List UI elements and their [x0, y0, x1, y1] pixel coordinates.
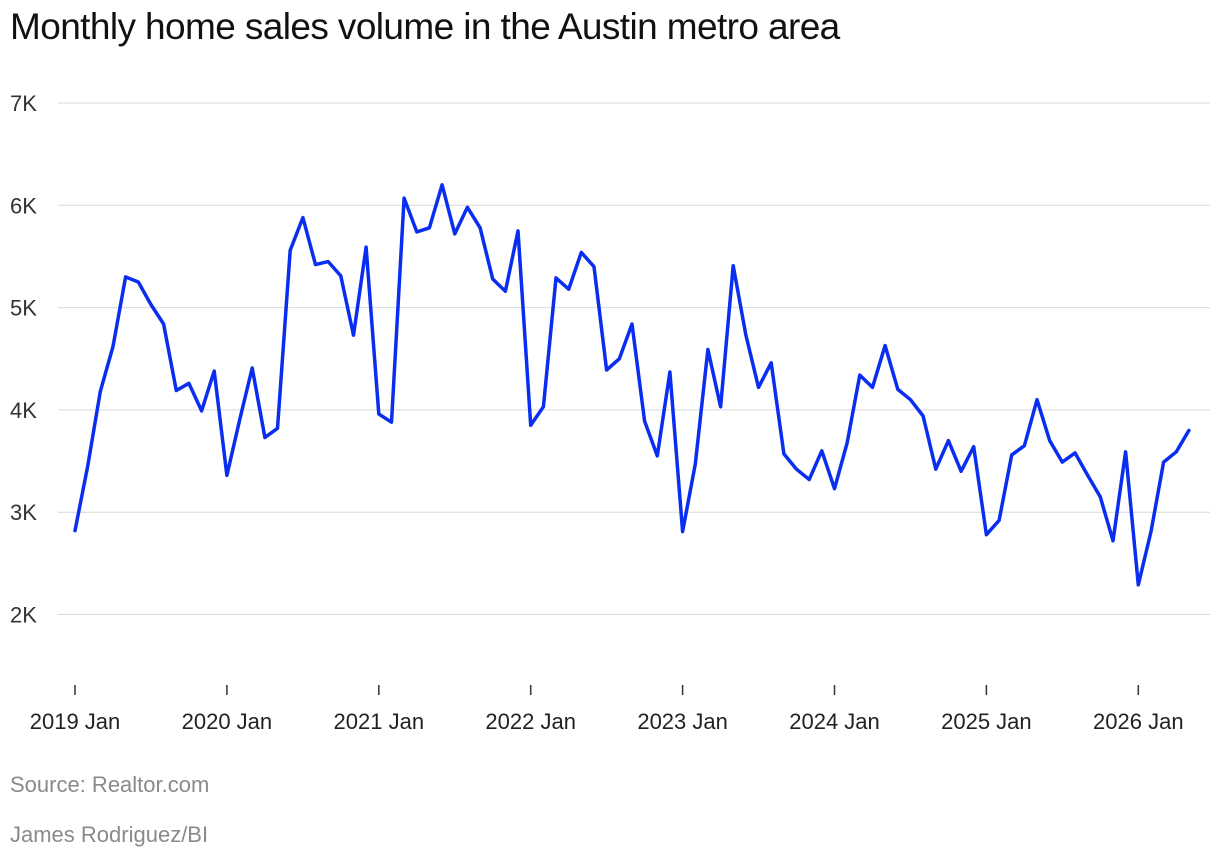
x-tick-label: 2019 Jan	[30, 709, 121, 734]
credit-note: James Rodriguez/BI	[10, 822, 209, 847]
x-tick-label: 2023 Jan	[637, 709, 728, 734]
x-tick-label: 2022 Jan	[485, 709, 576, 734]
x-tick-label: 2025 Jan	[941, 709, 1032, 734]
x-tick-label: 2020 Jan	[182, 709, 273, 734]
source-note: Source: Realtor.com	[10, 772, 210, 797]
y-tick-label: 3K	[10, 500, 37, 525]
y-tick-label: 4K	[10, 398, 37, 423]
y-tick-label: 2K	[10, 603, 37, 628]
y-tick-label: 5K	[10, 296, 37, 321]
y-tick-label: 7K	[10, 91, 37, 116]
series-layer	[73, 183, 1191, 587]
x-axis-ticks: 2019 Jan 2020 Jan 2021 Jan 2022 Jan 2023 Jan…	[30, 685, 1184, 734]
line-chart: 2K 3K 4K 5K 6K 7K 2019 Jan 2020 Jan 2021 Jan 202…	[10, 91, 1210, 734]
x-tick-label: 2021 Jan	[334, 709, 425, 734]
y-axis-ticks: 2K 3K 4K 5K 6K 7K	[10, 91, 37, 628]
x-tick-label: 2024 Jan	[789, 709, 880, 734]
chart-title: Monthly home sales volume in the Austin …	[10, 6, 840, 47]
x-tick-label: 2026 Jan	[1093, 709, 1184, 734]
series-line	[73, 183, 1191, 587]
gridlines	[58, 102, 1210, 615]
y-tick-label: 6K	[10, 193, 37, 218]
